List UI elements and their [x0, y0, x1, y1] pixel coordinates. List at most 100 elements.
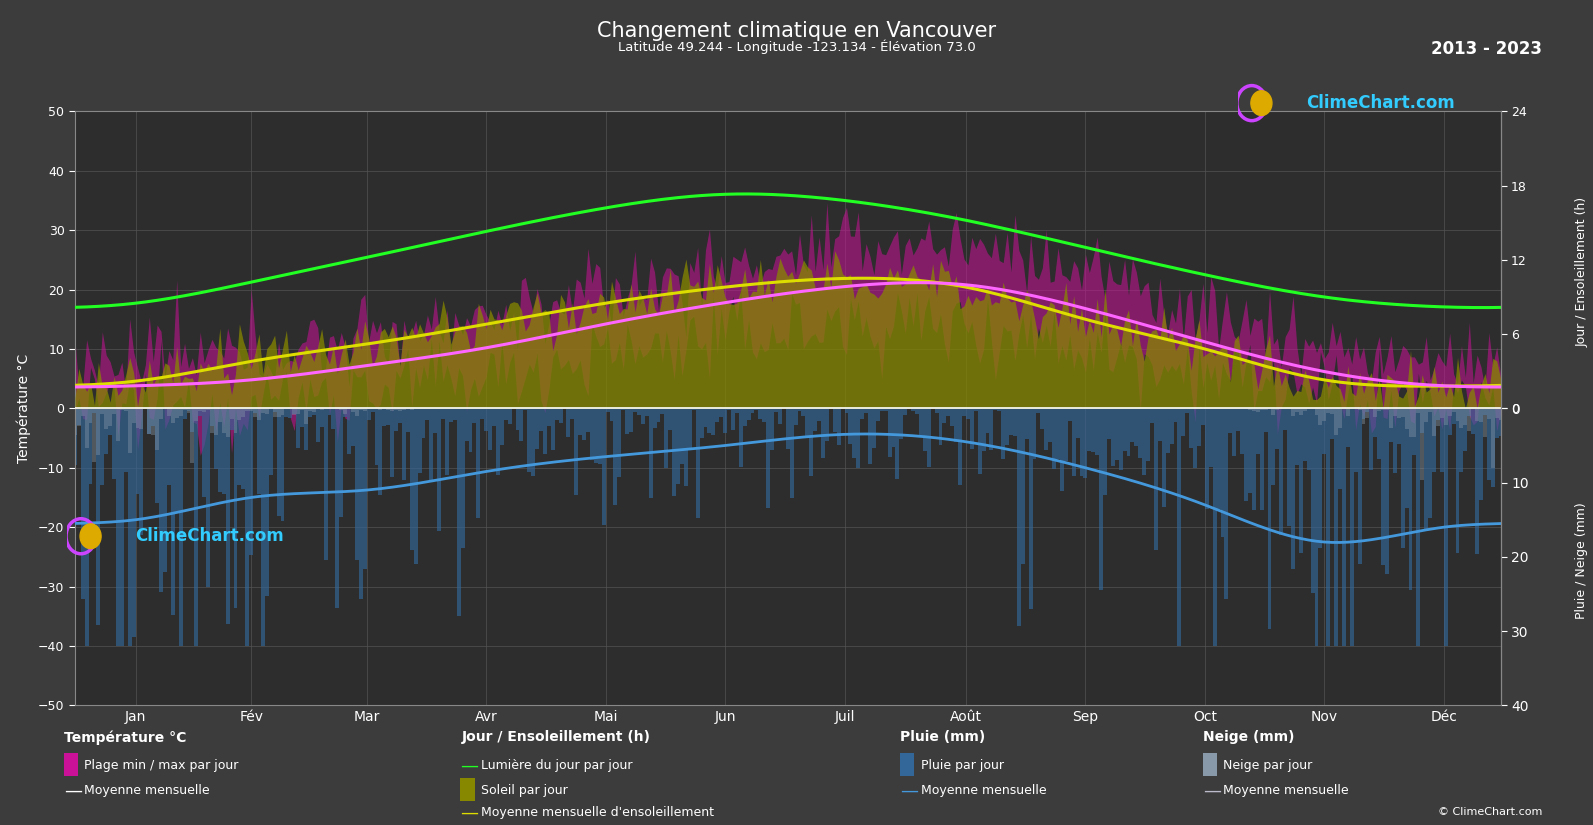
Bar	[594, 408, 597, 463]
Bar	[1099, 408, 1102, 590]
Bar	[718, 408, 723, 417]
Bar	[868, 408, 871, 464]
Bar	[1314, 408, 1319, 646]
Bar	[382, 408, 386, 409]
Bar	[1327, 408, 1330, 646]
Bar	[1370, 408, 1373, 470]
Bar	[766, 408, 769, 508]
Bar	[299, 408, 304, 410]
Bar	[691, 408, 696, 410]
Bar	[726, 408, 731, 410]
Text: Pluie / Neige (mm): Pluie / Neige (mm)	[1575, 502, 1588, 620]
Bar	[1381, 408, 1384, 564]
Bar	[1373, 408, 1378, 436]
Bar	[382, 408, 386, 426]
Bar	[1088, 408, 1091, 451]
Bar	[1472, 408, 1475, 435]
Bar	[1096, 408, 1099, 455]
Bar	[1400, 408, 1405, 548]
Bar	[1381, 408, 1384, 410]
Bar	[1131, 408, 1134, 442]
Bar	[213, 408, 218, 469]
Bar	[1354, 408, 1357, 472]
Bar	[1153, 408, 1158, 549]
Bar	[747, 408, 750, 420]
Bar	[879, 408, 884, 411]
Bar	[1271, 408, 1276, 485]
Bar	[264, 408, 269, 414]
Bar	[887, 408, 892, 457]
Bar	[386, 408, 390, 425]
Bar	[487, 408, 492, 450]
Bar	[401, 408, 406, 480]
Bar	[170, 408, 175, 423]
Bar	[97, 408, 100, 455]
Bar	[1440, 408, 1443, 417]
Bar	[307, 408, 312, 411]
Bar	[629, 408, 632, 432]
Bar	[739, 408, 742, 467]
Bar	[656, 408, 661, 422]
Bar	[758, 408, 763, 419]
Circle shape	[80, 524, 100, 549]
Bar	[1083, 408, 1088, 478]
Bar	[1303, 408, 1306, 411]
Bar	[175, 408, 178, 418]
Bar	[84, 408, 89, 448]
Bar	[1295, 408, 1298, 412]
Bar	[997, 408, 1002, 411]
Bar	[978, 408, 981, 474]
Bar	[479, 408, 484, 419]
Text: ClimeChart.com: ClimeChart.com	[1306, 94, 1454, 112]
Bar	[1201, 408, 1204, 426]
Bar	[495, 408, 500, 475]
Bar	[1440, 408, 1443, 472]
Bar	[210, 408, 213, 432]
Bar	[390, 408, 393, 477]
Bar	[320, 408, 323, 427]
Bar	[1459, 408, 1464, 472]
Bar	[1290, 408, 1295, 416]
Bar	[1115, 408, 1118, 460]
Bar	[124, 408, 127, 411]
Bar	[155, 408, 159, 450]
Bar	[89, 408, 92, 422]
Bar	[1064, 408, 1067, 461]
Bar	[1284, 408, 1287, 430]
Bar	[1357, 408, 1362, 409]
Bar	[1276, 408, 1279, 449]
Bar	[1322, 408, 1327, 454]
Text: —: —	[900, 781, 918, 799]
Bar	[661, 408, 664, 414]
Bar	[817, 408, 820, 422]
Text: Soleil par jour: Soleil par jour	[481, 784, 567, 797]
Bar	[390, 408, 393, 411]
Bar	[1303, 408, 1306, 461]
Bar	[1252, 408, 1255, 510]
Bar	[1413, 408, 1416, 455]
Bar	[1008, 408, 1013, 435]
Bar	[151, 408, 155, 435]
Bar	[457, 408, 460, 616]
Bar	[241, 408, 245, 489]
Bar	[1002, 408, 1005, 459]
Text: —: —	[460, 804, 478, 822]
Bar	[930, 408, 935, 409]
Bar	[170, 408, 175, 615]
Bar	[570, 408, 573, 418]
Bar	[1239, 408, 1244, 455]
Bar	[76, 408, 81, 426]
Bar	[951, 408, 954, 426]
Bar	[452, 408, 457, 420]
Bar	[119, 408, 124, 646]
Bar	[1107, 408, 1110, 440]
Bar	[249, 408, 253, 411]
Bar	[755, 408, 758, 410]
Bar	[833, 408, 836, 432]
Bar	[1298, 408, 1303, 553]
Bar	[1456, 408, 1459, 553]
Bar	[581, 408, 586, 440]
Bar	[272, 408, 277, 417]
Bar	[1362, 408, 1365, 419]
Bar	[981, 408, 986, 451]
